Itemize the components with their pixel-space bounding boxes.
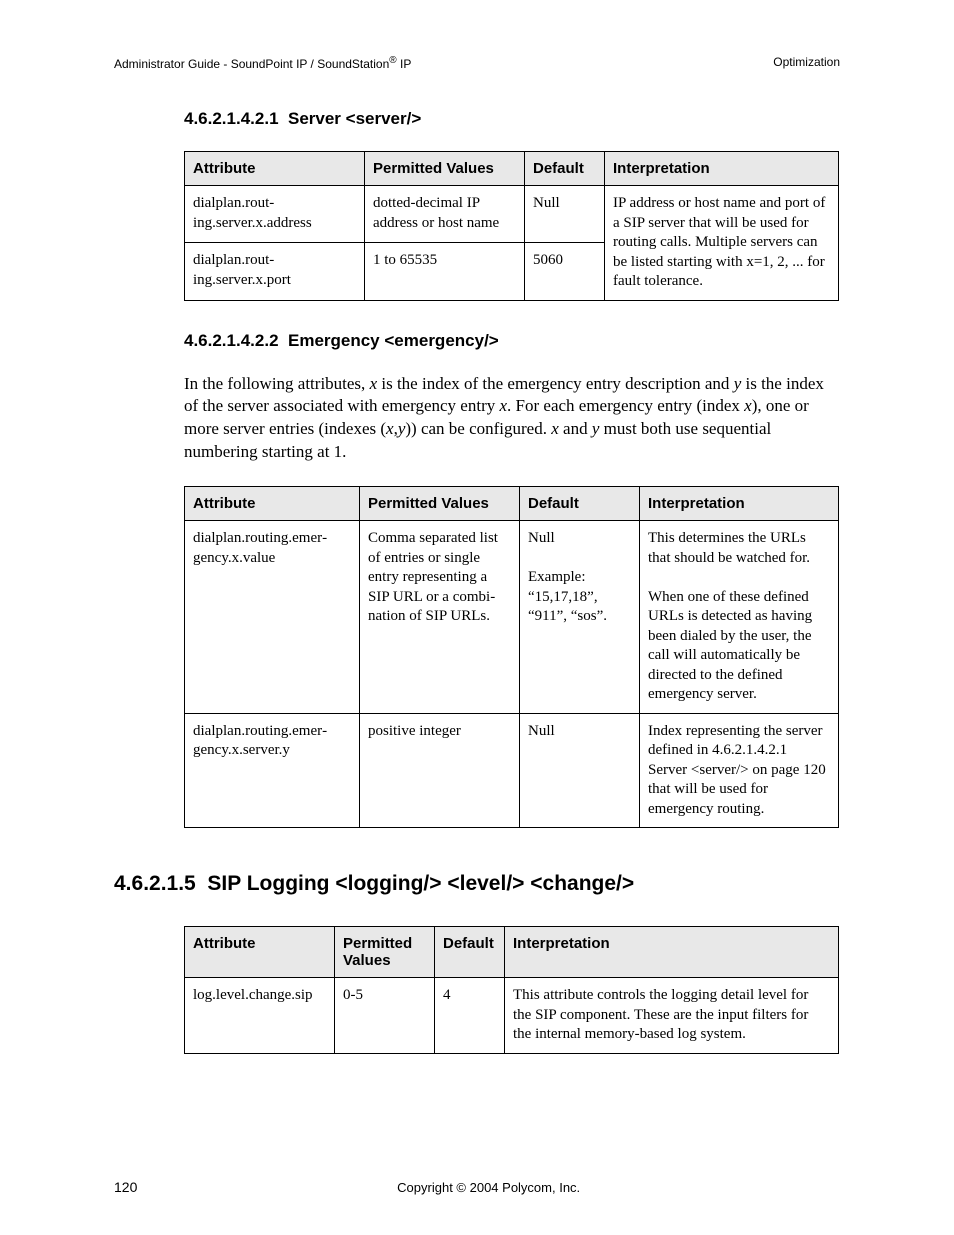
col-attribute: Attribute (185, 152, 365, 186)
cell-interp: This attribute controls the logging deta… (505, 978, 839, 1054)
col-permitted: Permitted Values (360, 487, 520, 521)
cell-attr: dialplan.routing.emer­gency.x.server.y (185, 713, 360, 828)
cell-attr: log.level.change.sip (185, 978, 335, 1054)
section-heading-server: 4.6.2.1.4.2.1 Server <server/> (184, 109, 840, 129)
cell-def: 4 (435, 978, 505, 1054)
table-row: dialplan.rout­ing.server.x.address dotte… (185, 186, 839, 243)
table-header-row: Attribute Permitted Values Default Inter… (185, 927, 839, 978)
section-heading-logging: 4.6.2.1.5 SIP Logging <logging/> <level/… (114, 872, 840, 896)
document-page: Administrator Guide - SoundPoint IP / So… (0, 0, 954, 1235)
cell-attr: dialplan.rout­ing.server.x.port (185, 243, 365, 300)
col-default: Default (525, 152, 605, 186)
header-left-pre: Administrator Guide - SoundPoint IP / So… (114, 57, 389, 71)
page-footer: 120 Copyright © 2004 Polycom, Inc. (114, 1179, 840, 1195)
table-header-row: Attribute Permitted Values Default Inter… (185, 152, 839, 186)
section-title: Emergency <emergency/> (288, 331, 499, 350)
table-row: dialplan.routing.emer­gency.x.server.y p… (185, 713, 839, 828)
cell-def: Null (525, 186, 605, 243)
server-table: Attribute Permitted Values Default Inter… (184, 151, 839, 301)
cell-interp: This determines the URLs that should be … (640, 521, 839, 714)
cell-def: 5060 (525, 243, 605, 300)
col-permitted: Permitted Values (335, 927, 435, 978)
col-default: Default (435, 927, 505, 978)
header-right: Optimization (773, 55, 840, 71)
col-default: Default (520, 487, 640, 521)
cell-perm: positive integer (360, 713, 520, 828)
col-interpretation: Interpretation (505, 927, 839, 978)
header-left-post: IP (397, 57, 412, 71)
section-heading-emergency: 4.6.2.1.4.2.2 Emergency <emergency/> (184, 331, 840, 351)
header-left: Administrator Guide - SoundPoint IP / So… (114, 55, 411, 71)
col-attribute: Attribute (185, 487, 360, 521)
col-permitted: Permitted Values (365, 152, 525, 186)
cell-attr: dialplan.routing.emer­gency.x.value (185, 521, 360, 714)
emergency-table: Attribute Permitted Values Default Inter… (184, 486, 839, 828)
section-title: SIP Logging <logging/> <level/> <change/… (207, 872, 634, 895)
emergency-paragraph: In the following attributes, x is the in… (184, 373, 840, 465)
cell-perm: dotted-decimal IP address or host name (365, 186, 525, 243)
cell-def: NullExample: “15,17,18”, “911”, “sos”. (520, 521, 640, 714)
col-attribute: Attribute (185, 927, 335, 978)
cell-interp: Index representing the server defined in… (640, 713, 839, 828)
page-header: Administrator Guide - SoundPoint IP / So… (114, 55, 840, 71)
page-number: 120 (114, 1179, 137, 1195)
section-number: 4.6.2.1.5 (114, 872, 196, 895)
copyright: Copyright © 2004 Polycom, Inc. (137, 1180, 840, 1195)
section-number: 4.6.2.1.4.2.1 (184, 109, 279, 128)
table-row: log.level.change.sip 0-5 4 This attribut… (185, 978, 839, 1054)
cell-def: Null (520, 713, 640, 828)
cell-perm: 0-5 (335, 978, 435, 1054)
table-header-row: Attribute Permitted Values Default Inter… (185, 487, 839, 521)
cell-attr: dialplan.rout­ing.server.x.address (185, 186, 365, 243)
logging-table: Attribute Permitted Values Default Inter… (184, 926, 839, 1054)
cell-perm: Comma separated list of entries or singl… (360, 521, 520, 714)
section-number: 4.6.2.1.4.2.2 (184, 331, 279, 350)
section-title: Server <server/> (288, 109, 421, 128)
cell-interp: IP address or host name and port of a SI… (605, 186, 839, 301)
table-row: dialplan.routing.emer­gency.x.value Comm… (185, 521, 839, 714)
col-interpretation: Interpretation (605, 152, 839, 186)
registered-mark: ® (389, 55, 396, 66)
cell-perm: 1 to 65535 (365, 243, 525, 300)
col-interpretation: Interpretation (640, 487, 839, 521)
